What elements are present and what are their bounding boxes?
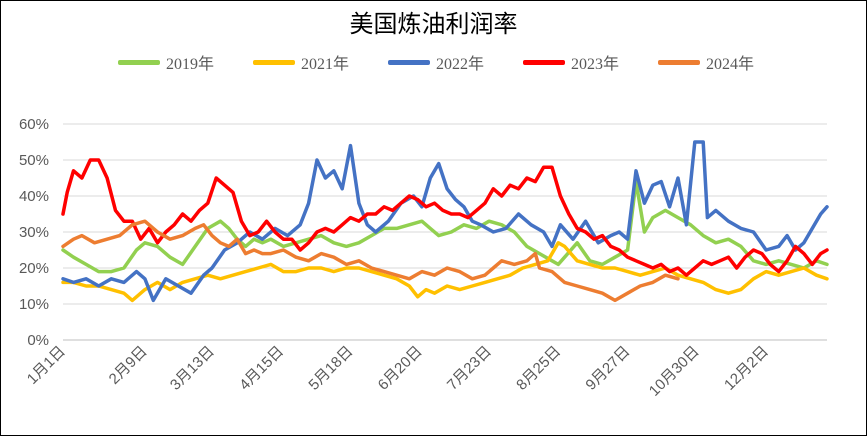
x-tick-label: 6月20日 (375, 343, 426, 394)
chart-title: 美国炼油利润率 (349, 10, 518, 38)
x-tick-label: 1月1日 (24, 343, 69, 388)
x-tick-label: 10月30日 (646, 343, 703, 400)
legend-item: 2024年 (658, 50, 754, 74)
series-line-2022年 (61, 140, 829, 303)
legend-swatch (253, 59, 295, 65)
series-line-2021年 (61, 241, 829, 303)
legend-swatch (388, 59, 430, 65)
x-tick-label: 7月23日 (444, 343, 495, 394)
y-tick-label: 10% (19, 296, 49, 313)
x-tick-label: 5月18日 (305, 343, 356, 394)
legend: 2019年 2021年 2022年 2023年 2024年 (0, 50, 867, 74)
legend-label: 2023年 (571, 56, 620, 73)
legend-label: 2024年 (706, 56, 755, 73)
x-tick-label: 8月25日 (513, 343, 564, 394)
y-tick-label: 0% (27, 332, 49, 349)
series-line-2024年 (61, 219, 680, 303)
series-line-2023年 (61, 158, 829, 277)
y-tick-label: 50% (19, 152, 49, 169)
series-line-2019年 (61, 179, 829, 274)
legend-swatch (118, 59, 160, 65)
legend-label: 2019年 (166, 56, 215, 73)
x-tick-label: 4月15日 (236, 343, 287, 394)
y-tick-label: 40% (19, 188, 49, 205)
x-tick-label: 2月9日 (106, 343, 151, 388)
y-tick-label: 30% (19, 224, 49, 241)
y-tick-label: 60% (19, 116, 49, 133)
legend-label: 2022年 (436, 56, 485, 73)
x-tick-label: 9月27日 (582, 343, 633, 394)
legend-item: 2023年 (523, 50, 619, 74)
x-tick-label: 12月2日 (721, 343, 772, 394)
y-tick-label: 20% (19, 260, 49, 277)
legend-item: 2022年 (388, 50, 484, 74)
legend-item: 2021年 (253, 50, 349, 74)
x-tick-label: 3月13日 (167, 343, 218, 394)
legend-swatch (523, 59, 565, 65)
legend-swatch (658, 59, 700, 65)
legend-item: 2019年 (118, 50, 214, 74)
legend-label: 2021年 (301, 56, 350, 73)
